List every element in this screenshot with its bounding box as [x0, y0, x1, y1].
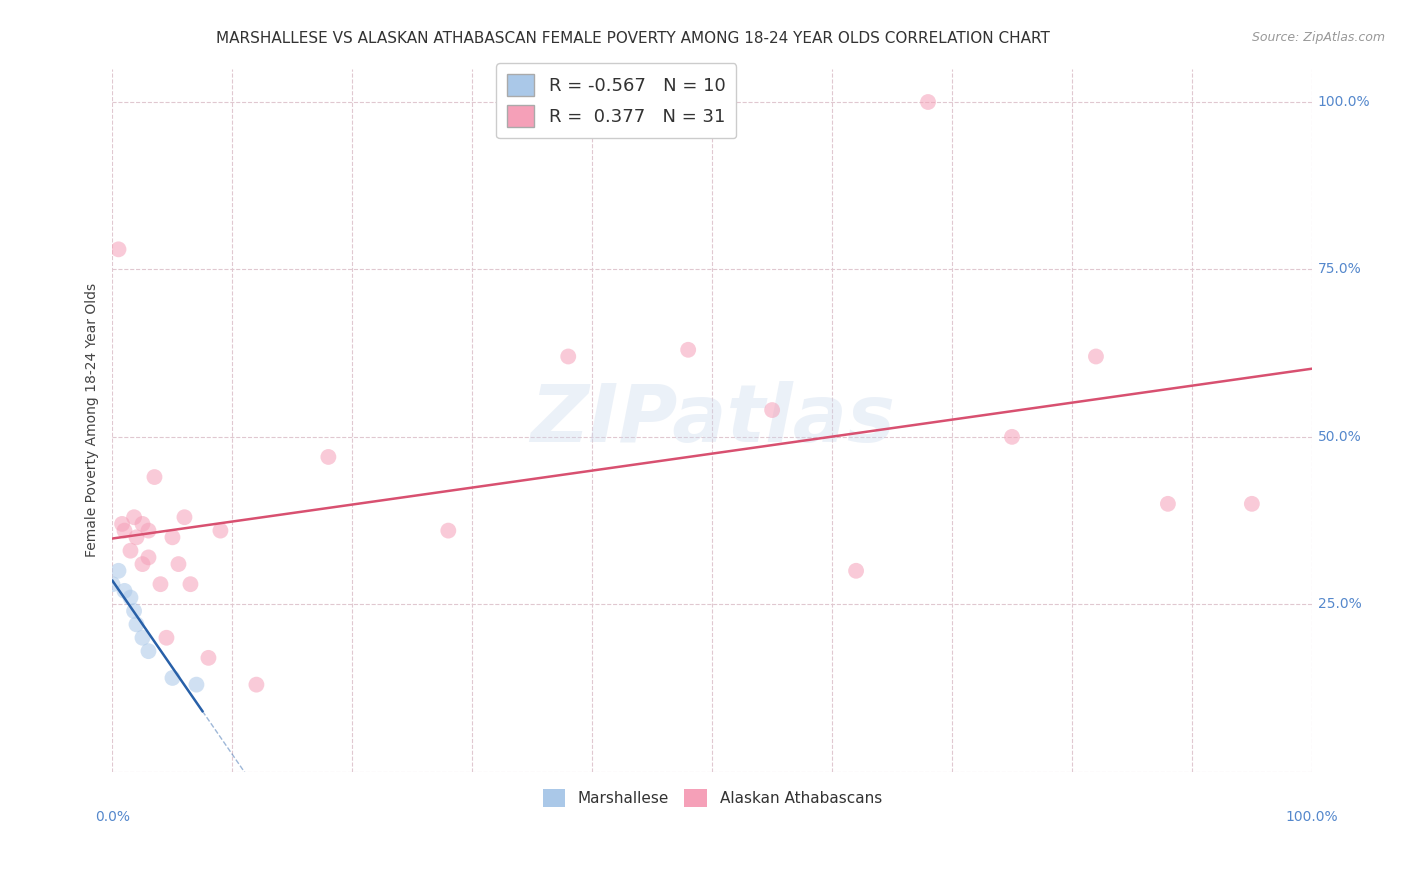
Point: [131, 516, 153, 531]
Point: [131, 631, 153, 645]
Point: [138, 524, 160, 538]
Point: [155, 631, 177, 645]
Text: 50.0%: 50.0%: [1317, 430, 1361, 444]
Point: [1084, 350, 1107, 364]
Point: [173, 510, 195, 524]
Point: [107, 564, 129, 578]
Point: [1157, 497, 1180, 511]
Point: [131, 557, 153, 571]
Point: [125, 617, 148, 632]
Point: [209, 524, 232, 538]
Point: [1240, 497, 1263, 511]
Text: MARSHALLESE VS ALASKAN ATHABASCAN FEMALE POVERTY AMONG 18-24 YEAR OLDS CORRELATI: MARSHALLESE VS ALASKAN ATHABASCAN FEMALE…: [215, 31, 1050, 46]
Point: [138, 644, 160, 658]
Y-axis label: Female Poverty Among 18-24 Year Olds: Female Poverty Among 18-24 Year Olds: [86, 283, 100, 558]
Point: [107, 243, 129, 257]
Text: 25.0%: 25.0%: [1317, 598, 1361, 611]
Point: [197, 651, 219, 665]
Point: [917, 95, 939, 109]
Point: [676, 343, 699, 357]
Point: [557, 350, 579, 364]
Text: 100.0%: 100.0%: [1317, 95, 1371, 109]
Point: [120, 543, 142, 558]
Point: [162, 530, 184, 544]
Point: [1001, 430, 1024, 444]
Point: [162, 671, 184, 685]
Point: [143, 470, 166, 484]
Point: [138, 550, 160, 565]
Point: [186, 678, 208, 692]
Point: [125, 530, 148, 544]
Point: [149, 577, 172, 591]
Point: [761, 403, 783, 417]
Point: [179, 577, 201, 591]
Text: Source: ZipAtlas.com: Source: ZipAtlas.com: [1251, 31, 1385, 45]
Point: [122, 510, 145, 524]
Point: [122, 604, 145, 618]
Point: [318, 450, 340, 464]
Point: [245, 678, 267, 692]
Point: [845, 564, 868, 578]
Legend: Marshallese, Alaskan Athabascans: Marshallese, Alaskan Athabascans: [537, 782, 887, 814]
Point: [167, 557, 190, 571]
Text: 0.0%: 0.0%: [96, 810, 129, 824]
Point: [437, 524, 460, 538]
Text: 75.0%: 75.0%: [1317, 262, 1361, 277]
Point: [101, 577, 124, 591]
Point: [120, 591, 142, 605]
Point: [114, 524, 136, 538]
Text: 100.0%: 100.0%: [1285, 810, 1339, 824]
Point: [114, 583, 136, 598]
Point: [111, 516, 134, 531]
Text: ZIPatlas: ZIPatlas: [530, 381, 894, 459]
